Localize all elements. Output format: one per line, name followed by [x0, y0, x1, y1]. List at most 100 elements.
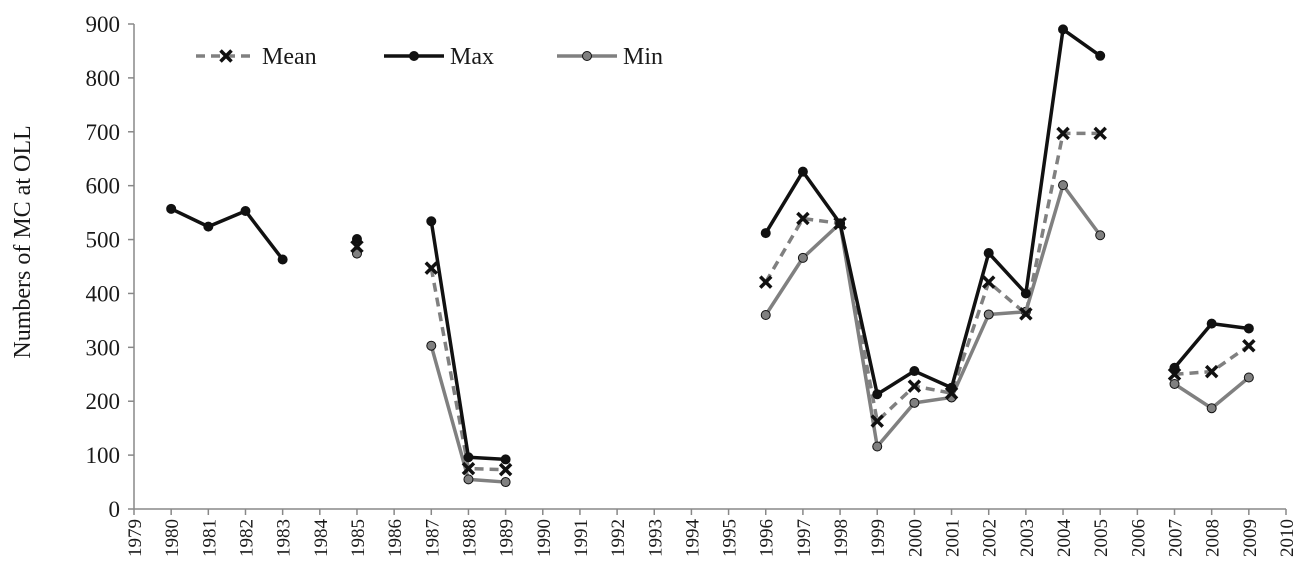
x-tick-label: 1985: [348, 519, 369, 557]
y-tick-labels: 0 100 200 300 400 500 600 700 800 900: [86, 12, 121, 522]
data-point: [1169, 362, 1180, 373]
x-tick-label: 2002: [980, 519, 1001, 557]
data-point: [907, 379, 922, 393]
x-tick-label: 1999: [868, 519, 889, 557]
data-point: [1204, 364, 1219, 379]
y-axis-label-group: Numbers of MC at OLL: [10, 125, 36, 358]
y-tick-label: 400: [86, 281, 121, 306]
x-tick-label: 1982: [236, 519, 257, 557]
x-tick-label: 2004: [1054, 519, 1075, 558]
data-point: [759, 275, 773, 289]
data-point: [1058, 24, 1069, 35]
series-line-min: [764, 183, 1102, 449]
x-tick-label: 2005: [1091, 519, 1112, 557]
data-point: [1243, 372, 1254, 383]
series-line-max: [1173, 321, 1250, 369]
data-point: [981, 275, 996, 289]
y-tick-label: 0: [109, 497, 121, 522]
series-line-max: [429, 220, 506, 462]
data-point: [409, 51, 419, 61]
data-point: [463, 452, 474, 463]
data-point: [909, 366, 920, 377]
legend-label: Max: [450, 44, 494, 70]
y-tick-label: 500: [86, 228, 121, 253]
x-tick-label: 2000: [905, 519, 926, 557]
x-tick-label: 1980: [162, 519, 183, 557]
data-point: [870, 414, 884, 428]
data-point: [1206, 403, 1217, 414]
data-point: [500, 454, 511, 465]
data-point: [1095, 50, 1106, 61]
legend-item-mean: Mean: [196, 44, 317, 70]
data-point: [835, 218, 846, 229]
series-line-mean: [764, 131, 1101, 423]
data-point: [1206, 318, 1217, 329]
data-point: [983, 309, 994, 320]
x-tick-label: 1989: [497, 519, 518, 557]
x-tick-label: 2006: [1128, 519, 1149, 557]
x-tick-label: 1993: [645, 519, 666, 557]
x-tick-label: 2010: [1277, 519, 1298, 557]
data-point: [946, 382, 957, 393]
y-tick-label: 200: [86, 389, 121, 414]
data-point: [582, 51, 592, 61]
x-tick-label: 1995: [720, 519, 741, 557]
y-tick-label: 800: [86, 66, 121, 91]
y-axis-label: Numbers of MC at OLL: [10, 125, 36, 358]
legend-label: Min: [623, 44, 663, 70]
data-point: [426, 340, 437, 351]
x-tick-label: 1987: [422, 519, 443, 557]
legend: Mean Max Min: [196, 44, 663, 70]
y-tick-label: 100: [86, 443, 121, 468]
data-point: [351, 248, 362, 259]
data-point: [983, 248, 994, 259]
legend-item-max: Max: [384, 44, 494, 70]
x-tick-label: 2007: [1166, 519, 1187, 557]
x-tick-label: 1979: [125, 519, 146, 557]
legend-label: Mean: [262, 44, 317, 70]
x-tick-label: 1986: [385, 519, 406, 557]
x-tick-label: 2008: [1203, 519, 1224, 557]
data-point: [872, 441, 883, 452]
x-tick-label: 1994: [682, 519, 703, 558]
data-point: [1169, 378, 1180, 389]
x-tick-label: 1996: [757, 519, 778, 557]
data-point: [500, 477, 511, 488]
x-tick-label: 1991: [571, 519, 592, 557]
data-point: [909, 397, 920, 408]
data-point: [350, 239, 364, 254]
axes: [128, 23, 1287, 515]
y-tick-label: 600: [86, 174, 121, 199]
legend-item-min: Min: [557, 44, 663, 70]
data-point: [1093, 126, 1107, 141]
series-mean: [350, 126, 1256, 477]
data-point: [240, 205, 251, 216]
series-min: [351, 180, 1254, 488]
series-layer: [166, 24, 1256, 488]
data-point: [277, 254, 288, 265]
x-tick-labels: 1979 1980 1981 1982 1983 1984 1985 1986 1987 1988…: [125, 519, 1298, 558]
data-point: [797, 252, 808, 263]
y-tick-label: 300: [86, 335, 121, 360]
y-tick-label: 700: [86, 120, 121, 145]
x-tick-label: 1990: [534, 519, 555, 557]
data-point: [760, 310, 771, 320]
x-tick-label: 2001: [943, 519, 964, 557]
series-line-max: [170, 207, 285, 261]
x-tick-label: 1988: [459, 519, 480, 557]
y-tick-label: 900: [86, 12, 121, 37]
x-tick-label: 1983: [274, 519, 295, 557]
x-tick-label: 1992: [608, 519, 629, 557]
x-tick-label: 2009: [1240, 519, 1261, 557]
data-point: [1056, 126, 1070, 141]
data-point: [1095, 230, 1106, 241]
data-point: [203, 221, 214, 232]
data-point: [1058, 180, 1069, 191]
data-point: [219, 49, 233, 63]
data-point: [424, 261, 439, 275]
data-point: [872, 389, 883, 400]
data-point: [166, 203, 177, 214]
data-point: [1019, 307, 1033, 321]
data-point: [796, 211, 810, 226]
data-point: [1020, 288, 1031, 299]
